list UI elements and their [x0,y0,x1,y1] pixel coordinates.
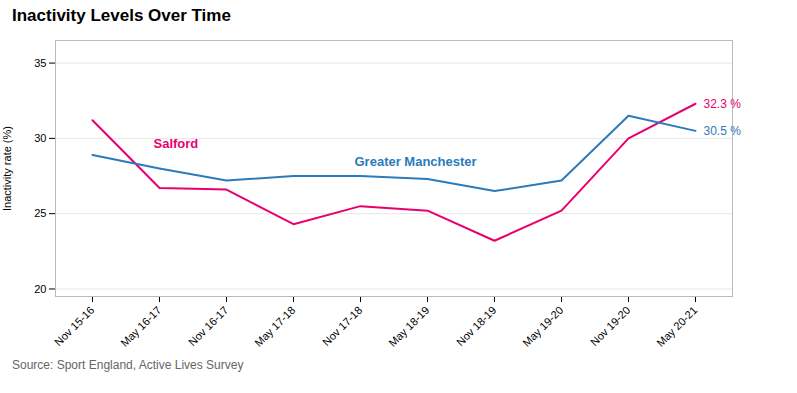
svg-text:Nov 16-17: Nov 16-17 [186,304,230,348]
html-text:Inactivity Levels Over Time: Inactivity Levels Over Time [12,6,231,25]
svg-text:25: 25 [34,207,46,219]
svg-text:Nov 19-20: Nov 19-20 [588,304,632,348]
svg-text:May 18-19: May 18-19 [386,304,431,349]
svg-text:May 17-18: May 17-18 [252,304,297,349]
svg-text:Nov 15-16: Nov 15-16 [52,304,96,348]
svg-text:30.5 %: 30.5 % [704,124,742,138]
svg-text:Salford: Salford [154,136,199,151]
svg-text:May 20-21: May 20-21 [654,304,699,349]
svg-text:35: 35 [34,57,46,69]
svg-text:20: 20 [34,282,46,294]
svg-text:32.3 %: 32.3 % [704,97,742,111]
html-text:Source: Sport England, Active: Source: Sport England, Active Lives Surv… [12,358,244,372]
svg-text:May 16-17: May 16-17 [118,304,163,349]
svg-text:May 19-20: May 19-20 [520,304,565,349]
svg-text:Inactivity rate (%): Inactivity rate (%) [1,126,13,211]
svg-text:Greater Manchester: Greater Manchester [355,154,477,169]
svg-text:Nov 18-19: Nov 18-19 [454,304,498,348]
svg-text:Nov 17-18: Nov 17-18 [320,304,364,348]
svg-text:30: 30 [34,132,46,144]
